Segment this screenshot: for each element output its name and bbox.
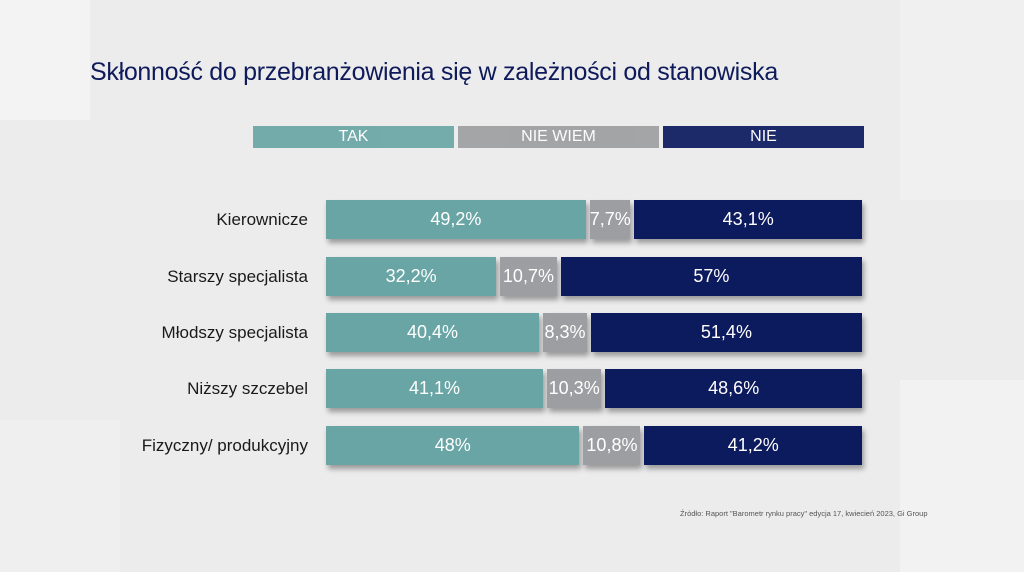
legend-item-nie-wiem: NIE WIEM (458, 126, 659, 148)
category-label: Młodszy specjalista (161, 323, 308, 342)
legend-item-tak: TAK (253, 126, 454, 148)
background-tile (900, 0, 1024, 200)
bar-segment-nie-wiem: 10,8% (583, 426, 641, 465)
category-label: Niższy szczebel (187, 379, 308, 398)
bar-segment-nie: 41,2% (644, 426, 862, 465)
background-tile (0, 420, 120, 572)
bar-segment-nie-wiem: 10,7% (500, 257, 557, 296)
background-tile (0, 0, 90, 120)
bar-segment-tak: 48% (326, 426, 580, 465)
bar-segment-tak: 40,4% (326, 313, 540, 352)
bar-segment-nie-wiem: 7,7% (589, 200, 631, 239)
bar-segment-tak: 49,2% (326, 200, 586, 239)
bar-segment-nie-wiem: 8,3% (543, 313, 587, 352)
bar-segment-nie-wiem: 10,3% (547, 369, 602, 408)
bar-segment-nie: 43,1% (634, 200, 862, 239)
bar-segment-nie: 51,4% (590, 313, 862, 352)
bar-segment-tak: 32,2% (326, 257, 497, 296)
category-label: Starszy specjalista (167, 267, 308, 286)
category-label: Kierownicze (216, 210, 308, 229)
bar-segment-nie: 48,6% (605, 369, 862, 408)
legend-item-nie: NIE (663, 126, 864, 148)
background-tile (900, 380, 1024, 572)
bar-segment-tak: 41,1% (326, 369, 543, 408)
bar-segment-nie: 57% (560, 257, 862, 296)
category-label: Fizyczny/ produkcyjny (141, 436, 308, 455)
source-note: Źródło: Raport "Barometr rynku pracy" ed… (680, 509, 928, 518)
chart-title: Skłonność do przebranżowienia się w zale… (90, 58, 778, 86)
